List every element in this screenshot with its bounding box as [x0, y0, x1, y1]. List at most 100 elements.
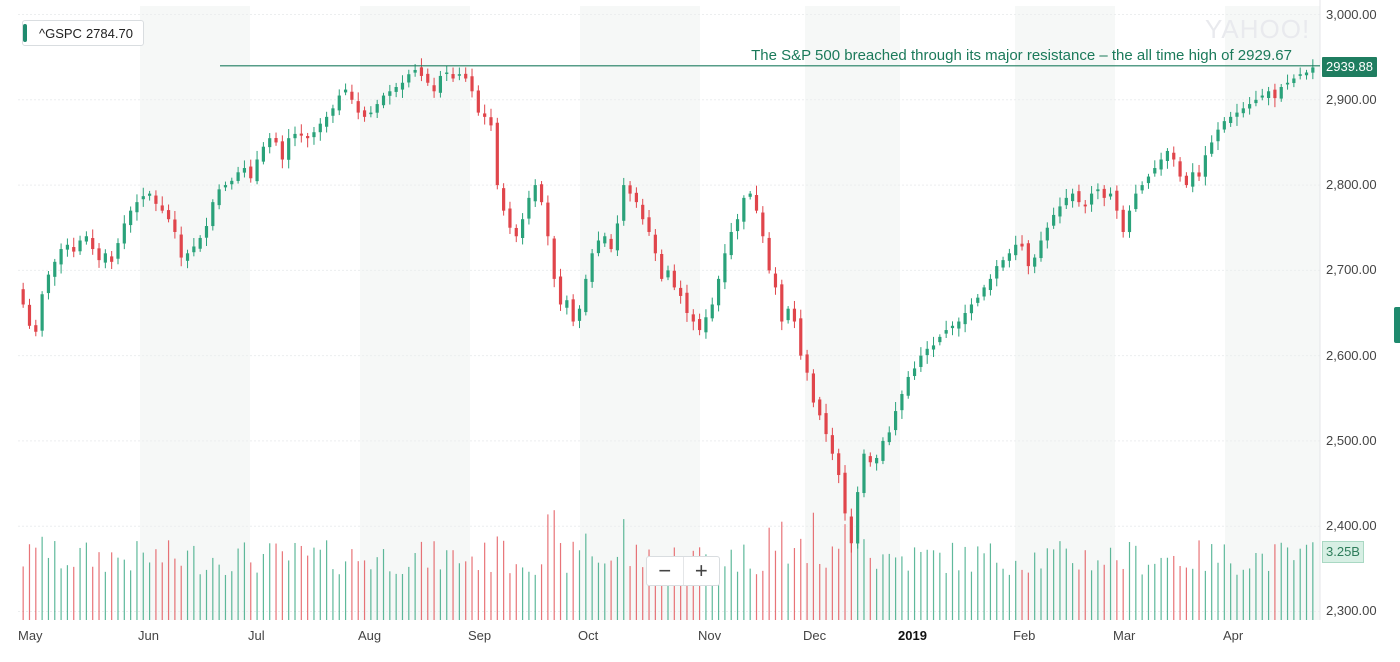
zoom-in-button[interactable]: + — [682, 557, 720, 585]
x-tick-label: 2019 — [898, 628, 927, 643]
volume-bar — [1166, 557, 1169, 620]
candle-body — [331, 108, 335, 116]
volume-bar — [1065, 548, 1067, 620]
candle-body — [748, 193, 752, 197]
volume-bar — [1053, 549, 1055, 620]
candle-body — [204, 226, 209, 238]
candle-body — [1102, 188, 1106, 198]
candle-body — [1045, 227, 1049, 241]
candle-body — [818, 399, 822, 416]
candle-body — [242, 168, 247, 173]
candle-body — [641, 204, 645, 220]
candle-body — [982, 287, 986, 297]
volume-bar — [1034, 552, 1036, 620]
volume-bar — [597, 562, 600, 620]
volume-bar — [28, 544, 31, 620]
candle-body — [381, 95, 386, 106]
volume-bar — [800, 538, 802, 620]
scroll-handle[interactable] — [1394, 307, 1400, 343]
volume-bar — [452, 550, 454, 620]
volume-bar — [857, 539, 859, 620]
volume-bar — [951, 542, 954, 620]
candle-body — [1304, 72, 1309, 76]
candle-body — [900, 394, 904, 411]
volume-bar — [736, 571, 739, 620]
volume-bar — [484, 542, 486, 620]
candle-body — [84, 236, 88, 242]
candle-body — [931, 345, 936, 350]
ticker-chip[interactable]: ^GSPC 2784.70 — [22, 20, 144, 46]
volume-bar — [642, 567, 644, 620]
x-tick-label: Mar — [1113, 628, 1136, 643]
volume-bar — [661, 559, 663, 620]
candle-body — [1071, 193, 1075, 202]
volume-bar — [1040, 568, 1042, 620]
candle-body — [1241, 108, 1245, 114]
volume-bar — [591, 556, 593, 620]
volume-bar — [509, 573, 511, 620]
candle-body — [729, 231, 733, 256]
candle-body — [995, 266, 999, 279]
candle-body — [230, 180, 234, 185]
candle-body — [1216, 129, 1220, 142]
volume-bar — [939, 552, 941, 620]
candle-body — [154, 195, 158, 204]
candle-body — [1191, 172, 1195, 187]
candle-body — [590, 253, 594, 282]
candle-body — [306, 136, 310, 139]
volume-bar — [231, 571, 233, 620]
volume-bar — [1267, 570, 1270, 620]
zoom-out-button[interactable]: − — [658, 558, 672, 583]
candle-body — [1039, 240, 1043, 259]
candle-body — [287, 138, 291, 160]
volume-bar — [1128, 541, 1131, 620]
volume-tag: 3.25B — [1322, 541, 1364, 563]
candle-body — [34, 325, 38, 332]
volume-bar — [1116, 560, 1118, 620]
last-price-tag: 2939.88 — [1322, 57, 1377, 77]
volume-bar — [838, 548, 840, 620]
volume-bar — [863, 539, 865, 620]
candle-body — [1077, 191, 1081, 203]
candle-body — [457, 74, 461, 76]
candle-body — [514, 227, 518, 237]
candle-body — [1178, 161, 1182, 177]
volume-bar — [35, 547, 37, 620]
volume-bar — [882, 554, 884, 620]
volume-bar — [149, 562, 151, 620]
volume-bar — [825, 567, 827, 620]
volume-bar — [414, 553, 416, 620]
candle-body — [1248, 104, 1252, 109]
candle-body — [647, 217, 651, 232]
x-tick-label: May — [18, 628, 43, 643]
candle-body — [1140, 185, 1144, 191]
candle-body — [856, 492, 860, 544]
volume-bar — [1090, 570, 1093, 620]
candle-body — [129, 210, 133, 226]
candle-body — [698, 319, 702, 331]
candle-body — [906, 376, 910, 396]
volume-bar — [724, 566, 726, 620]
volume-bar — [1160, 557, 1162, 620]
volume-bar — [686, 566, 688, 620]
candle-body — [110, 256, 114, 262]
candle-body — [343, 89, 348, 93]
y-tick-label: 2,400.00 — [1326, 518, 1377, 534]
volume-bar — [389, 571, 391, 620]
candle-body — [615, 223, 620, 251]
zoom-control: − + — [646, 556, 720, 586]
candle-body — [1222, 121, 1226, 130]
candle-body — [666, 270, 670, 278]
volume-bar — [1223, 544, 1225, 620]
candle-body — [1203, 155, 1207, 177]
volume-bar — [357, 561, 359, 620]
candle-body — [596, 240, 601, 254]
volume-bar — [1274, 544, 1276, 620]
candle-body — [394, 87, 398, 92]
candle-body — [1146, 176, 1151, 184]
volume-bar — [616, 556, 619, 620]
volume-bar — [458, 563, 460, 620]
candle-body — [1311, 67, 1315, 73]
volume-bar — [98, 552, 100, 620]
